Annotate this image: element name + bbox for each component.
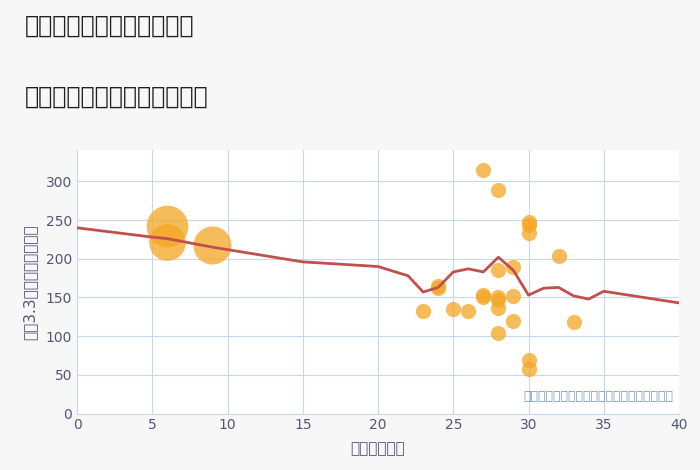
Point (508, 263, 519, 270)
Point (433, 282, 444, 290)
Point (508, 292, 519, 300)
Point (568, 319, 580, 326)
Point (417, 307, 428, 314)
Text: 円の大きさは、取引のあった物件面積を示す: 円の大きさは、取引のあった物件面積を示す (523, 390, 673, 403)
Point (493, 304, 504, 311)
Point (553, 253, 564, 260)
Point (493, 329, 504, 337)
Point (463, 307, 474, 314)
Point (508, 317, 519, 324)
Point (493, 186, 504, 194)
Y-axis label: 坪（3.3㎡）単価（万円）: 坪（3.3㎡）単価（万円） (22, 224, 37, 340)
Point (493, 266, 504, 274)
Point (493, 296, 504, 304)
Point (523, 229, 534, 237)
Point (493, 294, 504, 301)
Point (477, 294, 489, 301)
Point (162, 222, 173, 230)
Point (523, 222, 534, 229)
Point (523, 218, 534, 226)
Point (448, 306, 459, 313)
Point (477, 291, 489, 299)
Point (477, 166, 489, 173)
Point (162, 238, 173, 245)
Text: 神奈川県横浜市中区山田町: 神奈川県横浜市中区山田町 (25, 14, 194, 38)
Point (207, 241, 218, 249)
Text: 築年数別中古マンション価格: 築年数別中古マンション価格 (25, 85, 208, 109)
Point (523, 356, 534, 364)
Point (523, 366, 534, 373)
X-axis label: 築年数（年）: 築年数（年） (351, 441, 405, 456)
Point (433, 284, 444, 292)
